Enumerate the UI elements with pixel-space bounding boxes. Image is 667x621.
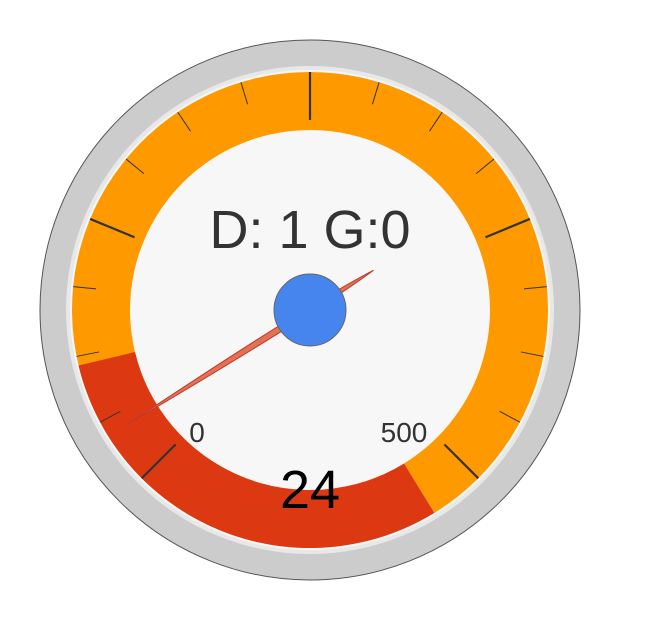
gauge-major-tick [89, 217, 135, 239]
gauge-minor-tick [76, 351, 100, 357]
gauge-minor-tick [73, 286, 97, 290]
gauge-bands [71, 72, 548, 548]
gauge-minor-tick [499, 410, 521, 423]
gauge-max-label: 500 [381, 417, 428, 448]
gauge-min-label: 0 [189, 417, 205, 448]
gauge-value-label: 24 [280, 460, 340, 520]
gauge-minor-tick [240, 82, 249, 105]
gauge-major-tick [485, 217, 531, 239]
gauge-band-red [78, 352, 435, 548]
gauge-minor-tick [177, 111, 191, 132]
gauge-label: D: 1 G:0 [209, 200, 410, 260]
gauge-minor-tick [99, 410, 121, 423]
gauge-minor-tick [523, 286, 547, 290]
gauge-minor-tick [371, 82, 380, 105]
gauge-minor-tick [429, 111, 443, 132]
gauge-minor-tick [475, 158, 495, 174]
gauge-ticks [73, 72, 547, 480]
gauge-minor-tick [520, 351, 544, 357]
gauge-major-tick [140, 443, 177, 480]
gauge-hub [273, 273, 347, 347]
gauge-minor-tick [125, 158, 145, 174]
gauge-major-tick [443, 443, 480, 480]
